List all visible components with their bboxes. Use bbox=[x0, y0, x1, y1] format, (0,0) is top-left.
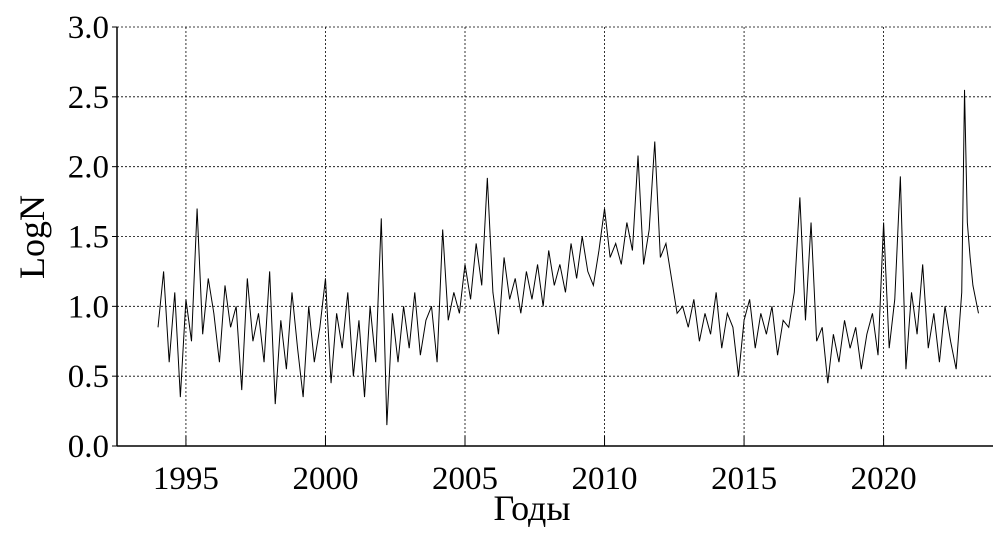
y-tick-label: 2.5 bbox=[68, 80, 109, 116]
y-tick-label: 1.5 bbox=[68, 220, 109, 256]
x-tick-label: 2020 bbox=[851, 461, 917, 497]
y-tick-label: 2.0 bbox=[68, 150, 109, 186]
y-tick-label: 1.0 bbox=[68, 289, 109, 325]
x-tick-label: 2000 bbox=[292, 461, 358, 497]
y-tick-label: 0.5 bbox=[68, 359, 109, 395]
x-tick-label: 1995 bbox=[153, 461, 219, 497]
x-tick-label: 2005 bbox=[432, 461, 498, 497]
x-tick-label: 2015 bbox=[711, 461, 777, 497]
data-line bbox=[157, 89, 979, 426]
x-tick-label: 2010 bbox=[572, 461, 638, 497]
y-tick-label: 3.0 bbox=[68, 10, 109, 46]
x-axis-label: Годы bbox=[493, 488, 570, 528]
y-axis-label: LogN bbox=[12, 195, 52, 279]
y-tick-label: 0.0 bbox=[68, 429, 109, 465]
